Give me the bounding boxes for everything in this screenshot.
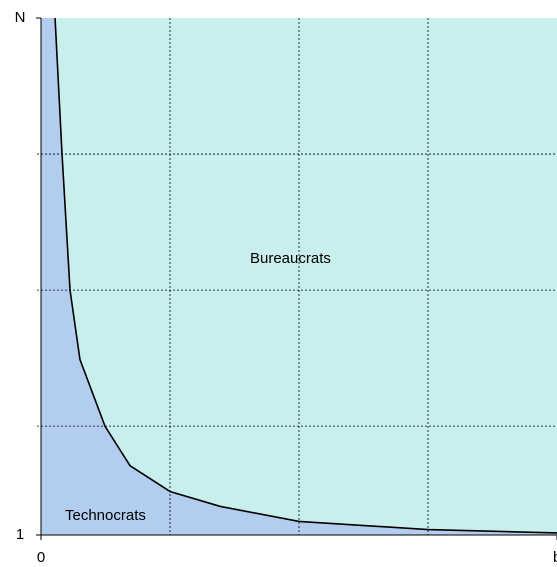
region-label: Technocrats [65,507,146,524]
region-bureaucrats [41,18,557,535]
region-technocrats [41,18,557,535]
y-tick-label: N [15,9,26,26]
boundary-curve [54,17,557,534]
x-tick-label: b [553,549,557,566]
region-label: Bureaucrats [250,250,331,267]
x-tick-label: 0 [37,549,45,566]
y-tick-label: 1 [16,526,24,543]
